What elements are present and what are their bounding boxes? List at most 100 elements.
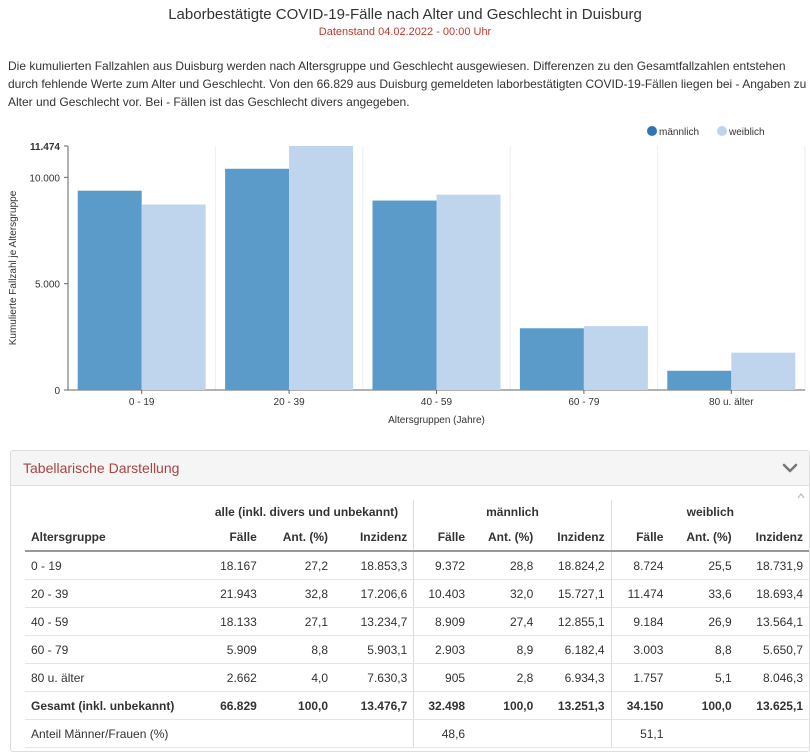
table-cell: 1.757 xyxy=(610,663,670,692)
x-tick-label: 20 - 39 xyxy=(274,397,306,408)
table-cell: 13.234,7 xyxy=(334,607,414,636)
table-cell: 5.909 xyxy=(199,635,263,664)
table-cell: 2.903 xyxy=(413,635,472,664)
x-tick-label: 60 - 79 xyxy=(568,397,600,408)
table-cell: 27,1 xyxy=(262,607,335,636)
data-table: alle (inkl. divers und unbekannt) männli… xyxy=(25,500,809,748)
table-row: Anteil Männer/Frauen (%) 48,6 51,1 xyxy=(25,719,809,748)
bar-männlich xyxy=(225,168,290,390)
table-panel: Tabellarische Darstellung alle (inkl. di… xyxy=(10,450,810,752)
row-label: 40 - 59 xyxy=(25,607,200,636)
table-row: 0 - 19 18.167 27,2 18.853,3 9.372 28,8 18.824,… xyxy=(25,551,809,580)
bar-weiblich xyxy=(141,204,206,390)
table-cell: 5,1 xyxy=(669,663,738,692)
group-header-empty xyxy=(25,500,200,524)
table-row: 20 - 39 21.943 32,8 17.206,6 10.403 32,0 15.72… xyxy=(25,579,809,608)
column-header: Ant. (%) xyxy=(262,524,335,552)
row-label: 20 - 39 xyxy=(25,579,200,608)
row-label: Gesamt (inkl. unbekannt) xyxy=(25,691,200,720)
table-cell: 15.727,1 xyxy=(539,579,612,608)
legend-label: männlich xyxy=(659,127,699,138)
table-row: 60 - 79 5.909 8,8 5.903,1 2.903 8,9 6.182,4 3.0… xyxy=(25,635,809,664)
table-cell: 100,0 xyxy=(669,691,738,720)
table-cell: 18.731,9 xyxy=(737,551,809,580)
x-tick-label: 80 u. älter xyxy=(709,397,754,408)
x-axis-title: Altersgruppen (Jahre) xyxy=(388,415,485,426)
bar-weiblich xyxy=(289,146,354,390)
bar-weiblich xyxy=(731,352,796,390)
group-header-female: weiblich xyxy=(610,500,809,524)
panel-header[interactable]: Tabellarische Darstellung xyxy=(11,451,809,486)
column-header: Fälle xyxy=(610,524,670,552)
table-cell: 7.630,3 xyxy=(334,663,414,692)
table-cell: 6.182,4 xyxy=(539,635,612,664)
table-row: 40 - 59 18.133 27,1 13.234,7 8.909 27,4 12.855… xyxy=(25,607,809,636)
column-header: Fälle xyxy=(413,524,472,552)
table-cell: 905 xyxy=(413,663,472,692)
data-timestamp: Datenstand 04.02.2022 - 00:00 Uhr xyxy=(318,26,492,38)
column-header: Inzidenz xyxy=(539,524,612,552)
x-tick-label: 40 - 59 xyxy=(421,397,453,408)
table-cell: 18.693,4 xyxy=(737,579,809,608)
table-cell: 13.476,7 xyxy=(334,691,414,720)
table-cell: 9.372 xyxy=(413,551,472,580)
legend-marker xyxy=(647,126,657,136)
table-cell: 8,9 xyxy=(471,635,540,664)
table-cell: 4,0 xyxy=(262,663,335,692)
y-tick-label: 0 xyxy=(54,386,60,397)
bar-chart: 0 5.000 10.000 11.474 0 - 19 20 - 39 40 - 59 60… xyxy=(8,126,806,426)
total-row: Gesamt (inkl. unbekannt) 66.829 100,0 13.47… xyxy=(25,691,809,720)
column-header: Fälle xyxy=(199,524,263,552)
table-cell: 8,8 xyxy=(669,635,738,664)
row-label: Anteil Männer/Frauen (%) xyxy=(25,719,200,748)
table-cell: 27,4 xyxy=(471,607,540,636)
table-cell: 34.150 xyxy=(610,691,670,720)
table-cell: 51,1 xyxy=(610,719,670,748)
row-label: 80 u. älter xyxy=(25,663,200,692)
table-cell: 8,8 xyxy=(262,635,335,664)
group-header-all: alle (inkl. divers und unbekannt) xyxy=(214,505,399,519)
table-cell: 32.498 xyxy=(413,691,472,720)
table-cell: 48,6 xyxy=(413,719,472,748)
table-cell: 3.003 xyxy=(610,635,670,664)
table-cell: 8.046,3 xyxy=(737,663,809,692)
y-axis-title: Kumulierte Fallzahl je Altersgruppe xyxy=(8,190,19,345)
y-tick-label: 11.474 xyxy=(30,142,60,153)
table-cell: 33,6 xyxy=(669,579,738,608)
table-cell: 13.625,1 xyxy=(737,691,809,720)
table-cell: 32,0 xyxy=(471,579,540,608)
table-cell: 25,5 xyxy=(669,551,738,580)
bar-weiblich xyxy=(436,194,501,390)
table-cell xyxy=(334,719,414,748)
table-cell: 6.934,3 xyxy=(539,663,612,692)
bar-männlich xyxy=(519,328,584,390)
column-header: Altersgruppe xyxy=(25,524,200,552)
group-header-male: männlich xyxy=(413,500,612,524)
legend-marker xyxy=(717,126,727,136)
table-cell: 13.251,3 xyxy=(539,691,612,720)
table-cell: 2,8 xyxy=(471,663,540,692)
table-cell: 27,2 xyxy=(262,551,335,580)
table-cell xyxy=(669,719,738,748)
table-cell xyxy=(737,719,809,748)
table-cell: 13.564,1 xyxy=(737,607,809,636)
chevron-down-icon[interactable] xyxy=(781,459,799,477)
y-tick-label: 10.000 xyxy=(29,173,60,184)
scroll-up-icon[interactable] xyxy=(797,492,805,500)
table-cell xyxy=(262,719,335,748)
table-cell: 2.662 xyxy=(199,663,263,692)
table-cell xyxy=(471,719,540,748)
bar-männlich xyxy=(667,370,732,390)
table-cell: 26,9 xyxy=(669,607,738,636)
column-header: Inzidenz xyxy=(737,524,809,552)
bar-männlich xyxy=(372,200,437,390)
table-cell: 21.943 xyxy=(199,579,263,608)
table-cell: 12.855,1 xyxy=(539,607,612,636)
table-cell: 8.909 xyxy=(413,607,472,636)
table-cell: 5.650,7 xyxy=(737,635,809,664)
row-label: 60 - 79 xyxy=(25,635,200,664)
table-cell xyxy=(199,719,263,748)
table-cell: 11.474 xyxy=(610,579,670,608)
y-tick-label: 5.000 xyxy=(35,280,60,291)
row-label: 0 - 19 xyxy=(25,551,200,580)
